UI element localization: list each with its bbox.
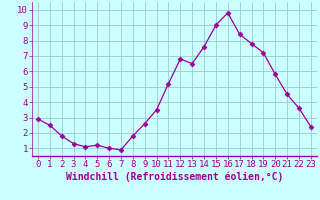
X-axis label: Windchill (Refroidissement éolien,°C): Windchill (Refroidissement éolien,°C): [66, 172, 283, 182]
